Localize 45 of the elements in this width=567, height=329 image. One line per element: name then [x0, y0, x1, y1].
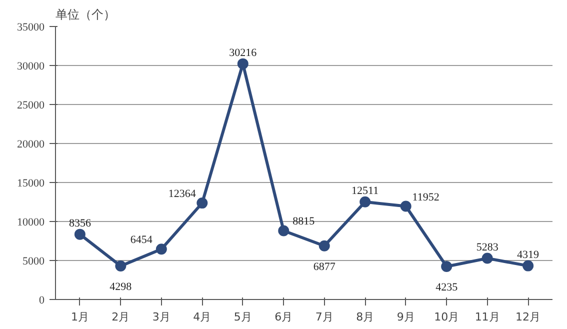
data-label: 11952: [412, 191, 440, 204]
y-tick-label: 10000: [17, 216, 45, 228]
data-label: 30216: [229, 46, 258, 59]
point: [522, 260, 534, 272]
point: [360, 196, 371, 208]
y-tick-label: 0: [39, 294, 45, 306]
data-label: 6877: [313, 260, 336, 273]
point: [115, 260, 126, 272]
point: [156, 244, 167, 255]
x-tick-label: 11月: [474, 310, 500, 324]
x-tick-label: 6月: [274, 310, 293, 324]
x-tick-label: 2月: [112, 310, 130, 324]
y-tick-label: 20000: [17, 138, 45, 150]
y-tick-label: 5000: [22, 256, 45, 268]
x-tick-label: 10月: [434, 310, 460, 324]
point: [400, 200, 412, 212]
y-tick-label: 25000: [17, 100, 45, 112]
data-label: 6454: [130, 234, 153, 246]
data-label: 8815: [292, 216, 316, 228]
point: [318, 240, 330, 252]
data-label: 8356: [68, 217, 92, 230]
x-tick-label: 12月: [516, 310, 541, 324]
x-tick-label: 1月: [70, 310, 89, 324]
x-tick-label: 9月: [396, 310, 415, 324]
data-label: 4298: [110, 280, 132, 293]
point: [441, 260, 452, 272]
x-tick-label: 7月: [315, 310, 334, 324]
y-tick-label: 15000: [17, 178, 45, 190]
data-label: 4319: [517, 248, 540, 261]
x-tick-label: 4月: [193, 310, 212, 324]
y-axis-title: 单位（个）: [56, 8, 116, 22]
x-tick-label: 5月: [234, 310, 252, 324]
data-label: 12364: [168, 188, 196, 200]
data-label: 5283: [476, 241, 499, 254]
x-tick-label: 8月: [356, 310, 374, 324]
point: [237, 58, 248, 70]
y-tick-label: 30000: [17, 60, 45, 72]
point: [196, 198, 208, 209]
point: [278, 225, 290, 236]
point: [482, 252, 493, 264]
data-label: 4235: [436, 281, 458, 294]
data-label: 12511: [352, 184, 379, 197]
point: [74, 228, 86, 240]
x-tick-label: 3月: [152, 310, 170, 324]
y-tick-label: 35000: [17, 22, 45, 34]
